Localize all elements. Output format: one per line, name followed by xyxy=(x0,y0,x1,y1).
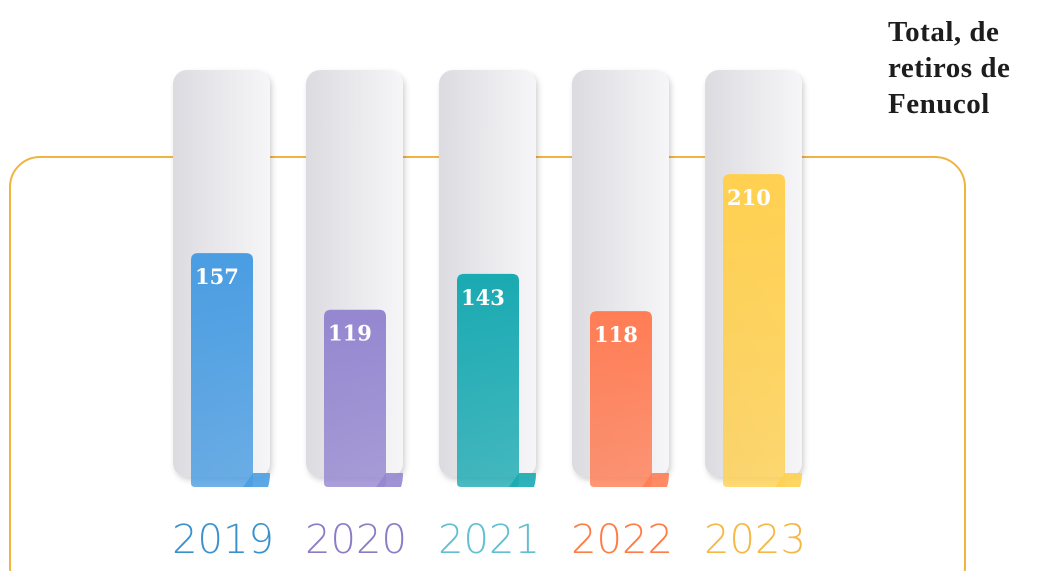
x-tick-label: 2019 xyxy=(172,517,274,563)
data-label: 157 xyxy=(195,264,239,289)
bar xyxy=(590,311,652,487)
bar xyxy=(723,174,785,487)
bar xyxy=(191,253,253,487)
data-label: 118 xyxy=(594,322,638,347)
x-tick-label: 2023 xyxy=(704,517,806,563)
x-tick-label: 2022 xyxy=(571,517,673,563)
x-tick-label: 2020 xyxy=(305,517,407,563)
data-label: 119 xyxy=(328,321,372,346)
data-label: 210 xyxy=(727,185,771,210)
x-tick-label: 2021 xyxy=(438,517,540,563)
data-label: 143 xyxy=(461,285,505,310)
bar xyxy=(324,309,386,487)
bar xyxy=(457,273,519,487)
chart-title: Total, de retiros de Fenucol xyxy=(888,16,1011,120)
